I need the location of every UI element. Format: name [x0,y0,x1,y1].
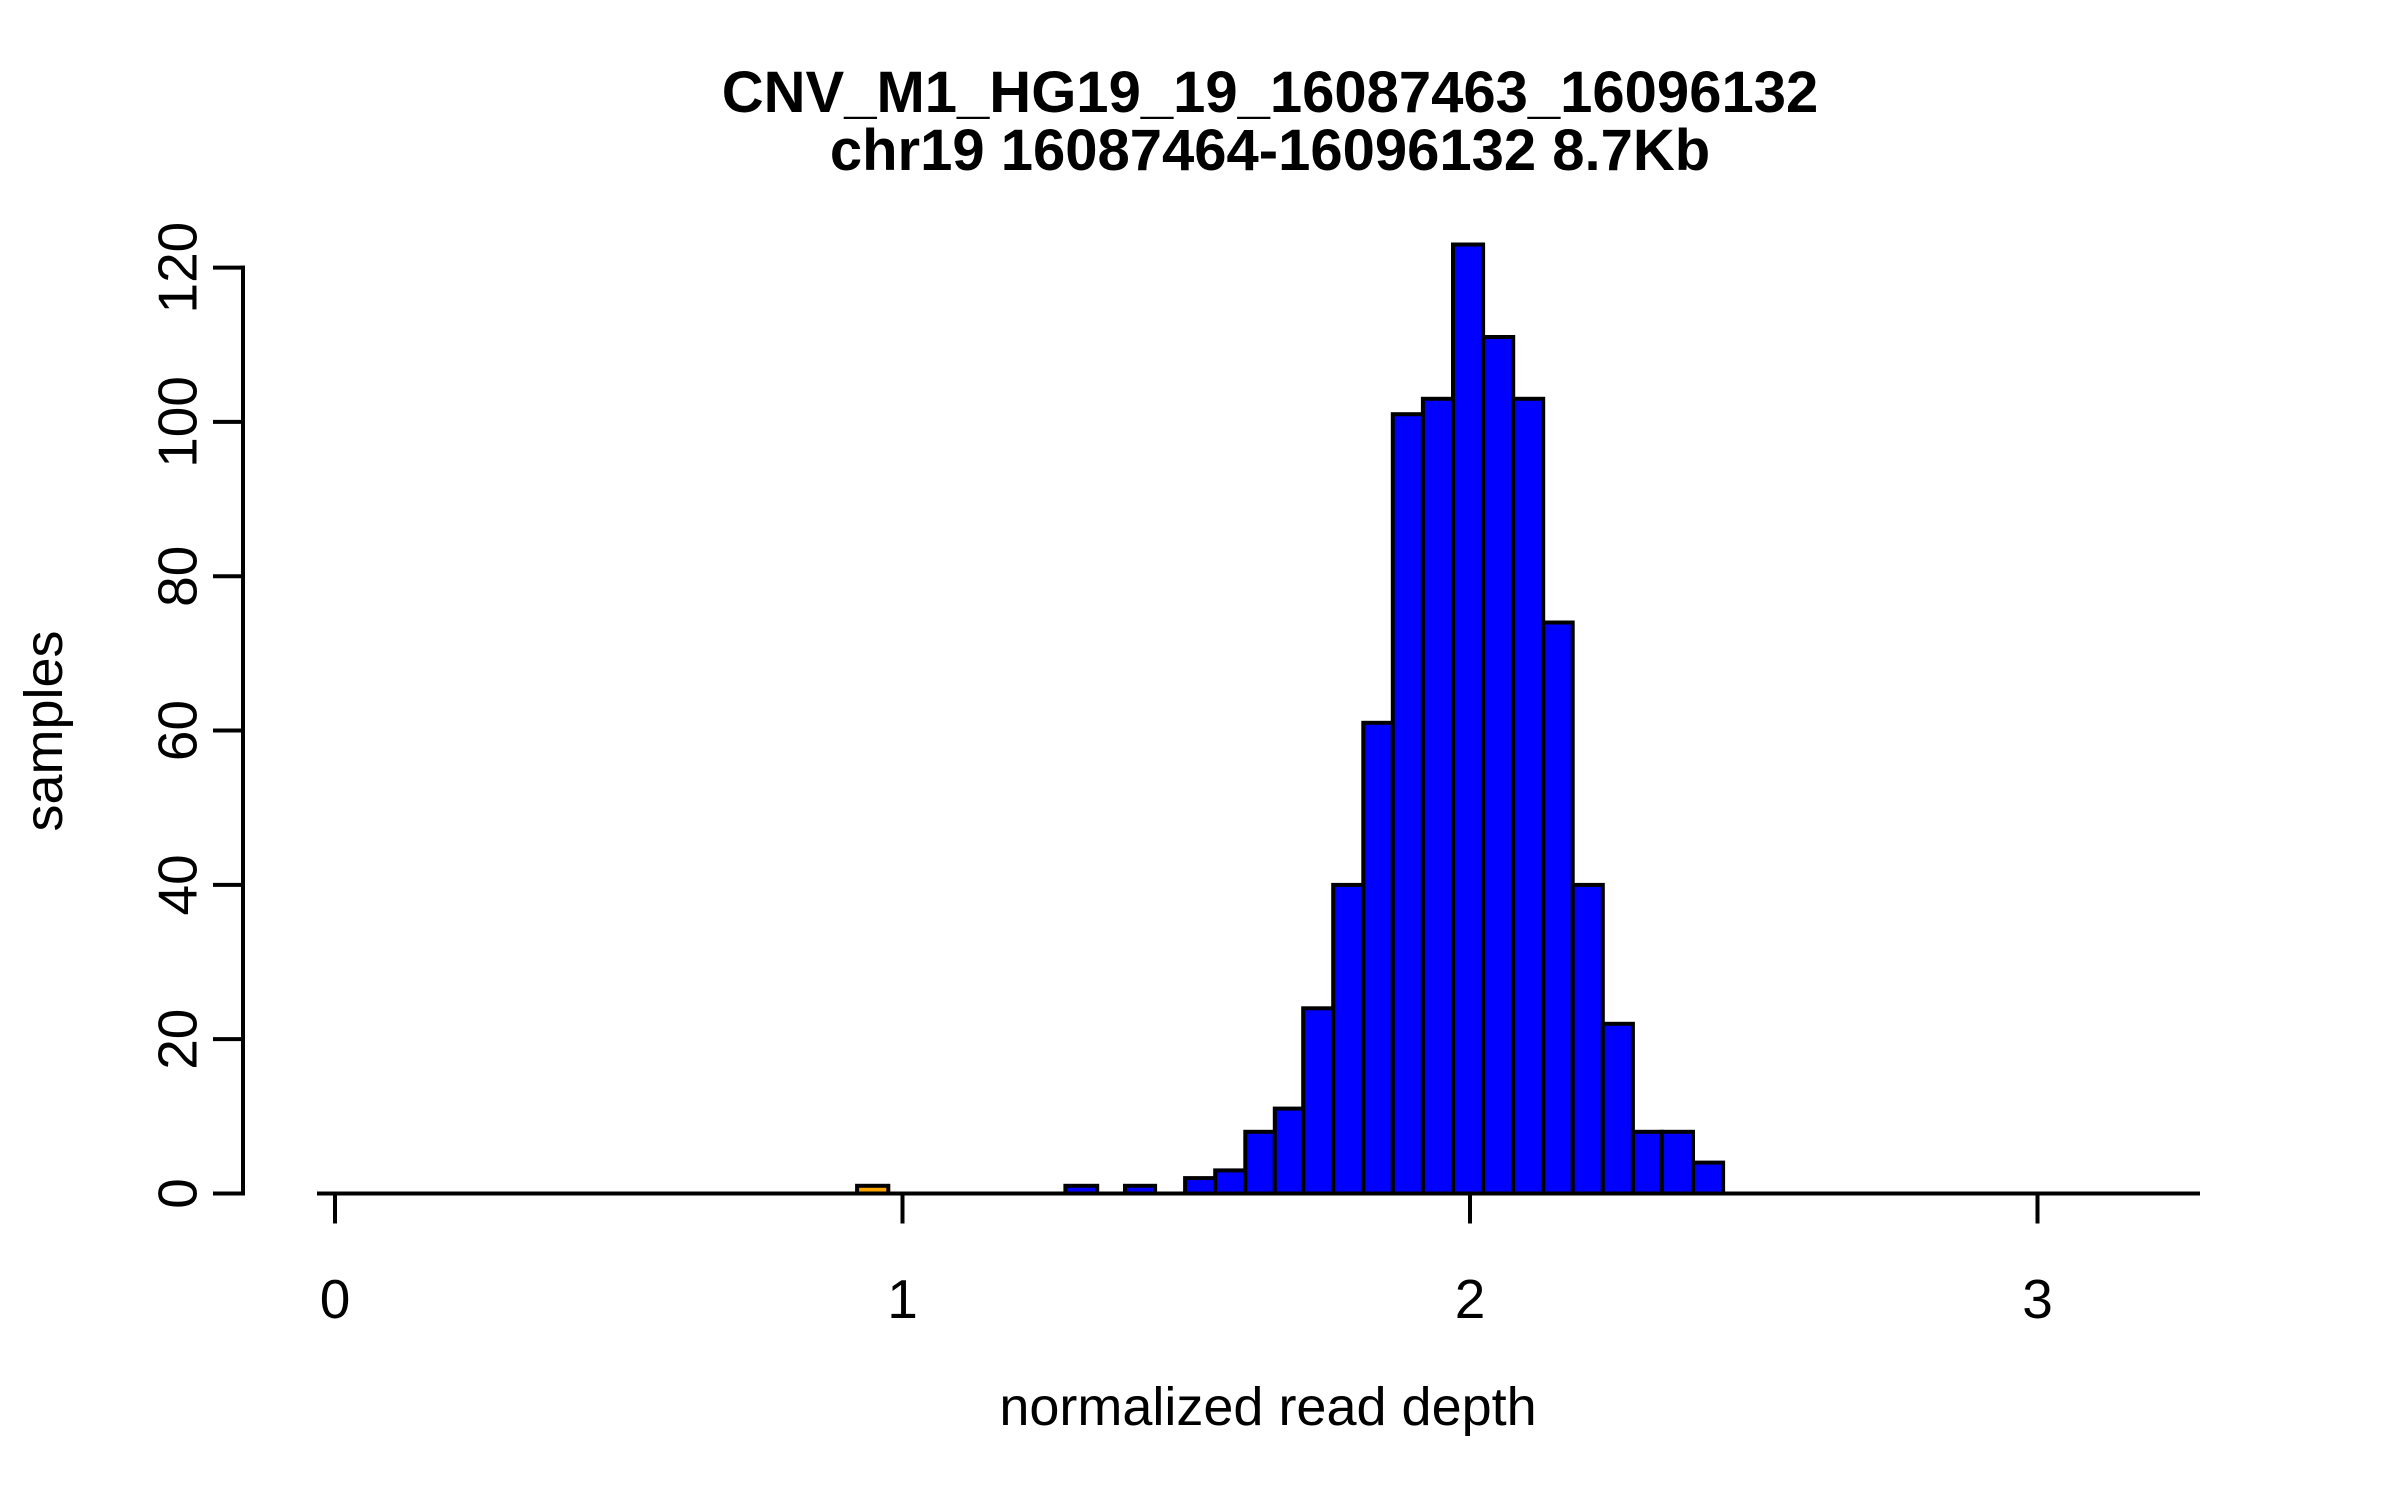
histogram-bar [1600,1021,1635,1196]
histogram-bar [1331,882,1366,1196]
axes-layer: 0 1 2 3 0 20 40 60 80 100 120 [147,222,2200,1330]
x-axis-tick-label: 1 [887,1268,918,1330]
histogram-bar [1451,242,1486,1196]
histogram-bar [1361,720,1395,1196]
histogram-bar [1243,1129,1277,1196]
y-axis-tick-label: 80 [147,546,209,607]
histogram-bar [1301,1006,1336,1196]
y-axis-tick-label: 40 [147,854,209,915]
chart-title: CNV_M1_HG19_19_16087463_16096132 [722,60,1818,125]
y-axis-tick-label: 60 [147,700,209,761]
histogram-bar [1183,1176,1218,1196]
bars-layer [855,242,1726,1196]
histogram-bar [1659,1129,1696,1196]
histogram-bar [1630,1129,1664,1196]
x-axis-tick-label: 0 [320,1268,351,1330]
histogram-bar [1420,396,1456,1196]
x-axis-title: normalized read depth [999,1377,1536,1437]
histogram-bar [1213,1168,1248,1196]
histogram-bar [1691,1160,1726,1196]
y-axis-tick-label: 0 [147,1178,209,1209]
histogram-bar [1481,335,1516,1196]
chart-subtitle: chr19 16087464-16096132 8.7Kb [830,118,1710,183]
y-axis-tick-label: 120 [147,222,209,314]
x-axis-tick-label: 2 [1455,1268,1486,1330]
histogram-bar [1570,882,1605,1196]
histogram-bar [1272,1106,1306,1196]
histogram-bar [1511,396,1546,1196]
histogram-bar [1390,412,1425,1196]
histogram-bar [1541,620,1575,1196]
x-axis-tick-label: 3 [2022,1268,2053,1330]
y-axis-tick-label: 100 [147,376,209,468]
y-axis-tick-label: 20 [147,1009,209,1070]
y-axis-title: samples [14,630,74,831]
